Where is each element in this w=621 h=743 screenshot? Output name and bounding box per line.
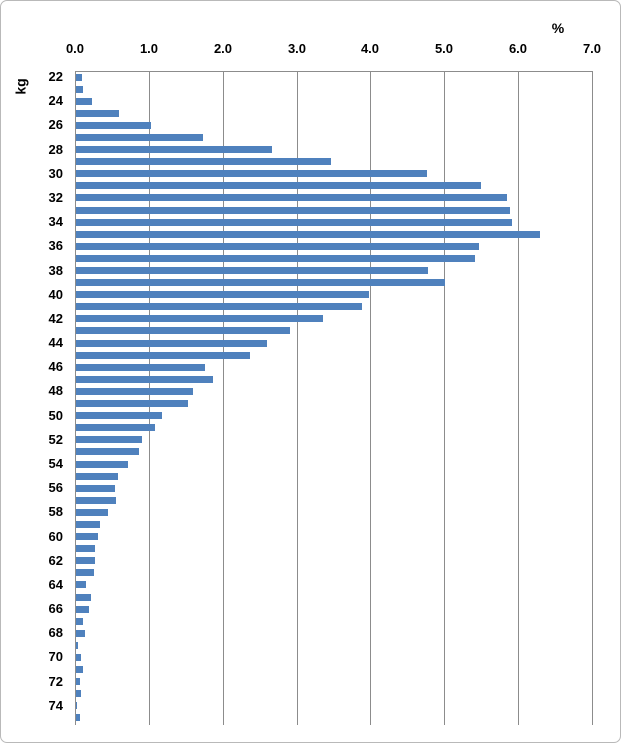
y-tick-label: 28 <box>48 142 63 157</box>
bar-66kg <box>76 606 89 613</box>
bar-55kg <box>76 473 118 480</box>
gridline-6.0 <box>518 72 519 725</box>
bar-25kg <box>76 110 119 117</box>
bar-36kg <box>76 243 479 250</box>
y-tick-label: 70 <box>48 649 63 664</box>
bar-27kg <box>76 134 203 141</box>
y-tick-label: 54 <box>48 456 63 471</box>
bar-56kg <box>76 485 115 492</box>
y-tick-label: 64 <box>48 577 63 592</box>
bar-65kg <box>76 594 91 601</box>
bar-59kg <box>76 521 100 528</box>
y-tick-label: 30 <box>48 166 63 181</box>
bar-48kg <box>76 388 193 395</box>
bar-24kg <box>76 98 92 105</box>
x-tick-label: 5.0 <box>434 41 454 56</box>
bar-34kg <box>76 219 512 226</box>
bar-71kg <box>76 666 83 673</box>
y-tick-label: 26 <box>48 117 63 132</box>
bar-47kg <box>76 376 213 383</box>
x-tick-label: 0.0 <box>65 41 85 56</box>
bar-37kg <box>76 255 475 262</box>
bar-40kg <box>76 291 369 298</box>
bar-69kg <box>76 642 78 649</box>
bar-26kg <box>76 122 151 129</box>
bar-73kg <box>76 690 81 697</box>
bar-64kg <box>76 581 86 588</box>
x-tick-label: 1.0 <box>139 41 159 56</box>
bar-46kg <box>76 364 205 371</box>
bar-49kg <box>76 400 188 407</box>
bar-23kg <box>76 86 83 93</box>
bar-43kg <box>76 327 290 334</box>
y-tick-label: 46 <box>48 359 63 374</box>
bar-74kg <box>76 702 77 709</box>
y-tick-label: 42 <box>48 311 63 326</box>
x-tick-label: 6.0 <box>508 41 528 56</box>
bar-62kg <box>76 557 95 564</box>
bar-61kg <box>76 545 95 552</box>
bar-60kg <box>76 533 98 540</box>
y-tick-label: 72 <box>48 674 63 689</box>
bar-45kg <box>76 352 250 359</box>
bar-28kg <box>76 146 272 153</box>
bar-50kg <box>76 412 162 419</box>
bar-57kg <box>76 497 116 504</box>
bar-52kg <box>76 436 142 443</box>
y-tick-label: 62 <box>48 553 63 568</box>
y-tick-label: 34 <box>48 214 63 229</box>
y-tick-label: 74 <box>48 698 63 713</box>
bar-53kg <box>76 448 139 455</box>
x-tick-label: 2.0 <box>213 41 233 56</box>
bar-29kg <box>76 158 331 165</box>
bar-41kg <box>76 303 362 310</box>
bar-35kg <box>76 231 540 238</box>
gridline-2.0 <box>223 72 224 725</box>
y-tick-label: 66 <box>48 601 63 616</box>
bar-63kg <box>76 569 94 576</box>
gridline-3.0 <box>297 72 298 725</box>
y-tick-label: 22 <box>48 69 63 84</box>
bar-51kg <box>76 424 155 431</box>
bar-39kg <box>76 279 445 286</box>
y-tick-label: 40 <box>48 287 63 302</box>
y-tick-label: 50 <box>48 408 63 423</box>
y-tick-label: 56 <box>48 480 63 495</box>
bar-72kg <box>76 678 80 685</box>
bar-68kg <box>76 630 85 637</box>
gridline-1.0 <box>149 72 150 725</box>
bar-70kg <box>76 654 81 661</box>
y-tick-label: 68 <box>48 625 63 640</box>
y-tick-label: 48 <box>48 383 63 398</box>
bar-42kg <box>76 315 323 322</box>
bar-58kg <box>76 509 108 516</box>
y-tick-label: 52 <box>48 432 63 447</box>
bar-44kg <box>76 340 267 347</box>
gridline-4.0 <box>370 72 371 725</box>
x-tick-label: 7.0 <box>582 41 602 56</box>
bar-54kg <box>76 461 128 468</box>
y-tick-label: 36 <box>48 238 63 253</box>
y-tick-label: 44 <box>48 335 63 350</box>
bar-32kg <box>76 194 507 201</box>
gridline-7.0 <box>592 72 593 725</box>
x-axis-title: % <box>551 20 565 36</box>
y-tick-label: 38 <box>48 263 63 278</box>
x-tick-label: 3.0 <box>287 41 307 56</box>
y-tick-label: 60 <box>48 529 63 544</box>
gridline-5.0 <box>444 72 445 725</box>
plot-area <box>75 71 593 725</box>
bar-67kg <box>76 618 83 625</box>
y-tick-label: 58 <box>48 504 63 519</box>
bar-33kg <box>76 207 510 214</box>
x-tick-label: 4.0 <box>360 41 380 56</box>
bar-31kg <box>76 182 481 189</box>
y-tick-label: 32 <box>48 190 63 205</box>
y-tick-label: 24 <box>48 93 63 108</box>
bar-22kg <box>76 74 82 81</box>
bar-38kg <box>76 267 428 274</box>
bar-30kg <box>76 170 427 177</box>
bar-75kg <box>76 714 80 721</box>
